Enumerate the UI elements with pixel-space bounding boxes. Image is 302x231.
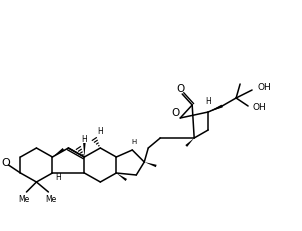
- Polygon shape: [83, 143, 85, 157]
- Text: H: H: [82, 135, 87, 144]
- Polygon shape: [208, 105, 223, 112]
- Polygon shape: [53, 148, 64, 157]
- Text: H: H: [55, 173, 61, 182]
- Text: Me: Me: [18, 195, 29, 204]
- Text: H: H: [132, 139, 137, 145]
- Polygon shape: [185, 138, 194, 147]
- Text: H: H: [205, 97, 211, 106]
- Text: H: H: [98, 127, 103, 136]
- Polygon shape: [116, 173, 127, 181]
- Text: OH: OH: [252, 103, 266, 112]
- Text: O: O: [176, 84, 184, 94]
- Text: Me: Me: [45, 195, 56, 204]
- Text: OH: OH: [257, 83, 271, 92]
- Polygon shape: [144, 162, 157, 167]
- Text: O: O: [171, 108, 179, 118]
- Text: O: O: [1, 158, 10, 168]
